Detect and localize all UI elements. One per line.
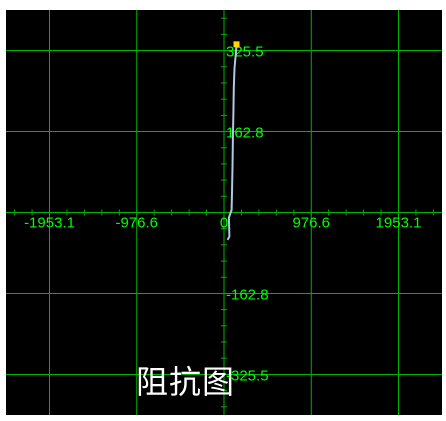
impedance-trace [226, 44, 238, 241]
x-tick-label: 1953.1 [376, 215, 422, 232]
impedance-plot-window: -1953.1 -976.6 0 976.6 1953.1 325.5 162.8 -162.… [6, 10, 442, 415]
plot-title: 阻抗图 [136, 363, 236, 401]
y-tick-label: 162.8 [226, 125, 264, 142]
tick-labels: -1953.1 -976.6 0 976.6 1953.1 325.5 162.8 -162.… [24, 44, 421, 385]
trace-end-marker [233, 41, 240, 48]
x-tick-label: -1953.1 [24, 215, 75, 232]
y-tick-label: -325.5 [226, 367, 269, 384]
impedance-trace-group [226, 41, 240, 241]
x-tick-label: 0 [220, 215, 228, 232]
y-tick-label: -162.8 [226, 287, 269, 304]
x-tick-label: 976.6 [292, 215, 330, 232]
axis-ticks [14, 17, 434, 408]
impedance-chart: -1953.1 -976.6 0 976.6 1953.1 325.5 162.8 -162.… [6, 10, 442, 415]
y-tick-label: 325.5 [226, 44, 264, 61]
x-tick-label: -976.6 [115, 215, 158, 232]
